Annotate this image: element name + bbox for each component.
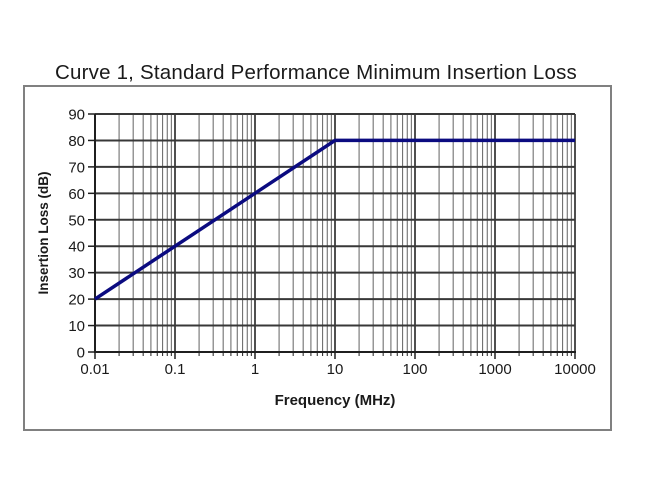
plot-layers: 0.01 0.1 1 10 100 1000 10000 0 10 20 30 40 50 60 70 80 9… [68, 107, 596, 379]
y-tick-label: 70 [68, 159, 85, 176]
x-axis-title: Frequency (MHz) [275, 392, 396, 409]
x-tick-label: 0.1 [165, 361, 186, 378]
x-tick-label: 100 [402, 361, 427, 378]
x-tick-label: 10 [327, 361, 344, 378]
y-tick-label: 40 [68, 239, 85, 256]
y-tick-label: 80 [68, 133, 85, 150]
x-tick-label: 1 [251, 361, 259, 378]
insertion-loss-curve [94, 138, 575, 301]
x-tick-label: 10000 [554, 361, 596, 378]
y-tick-label: 60 [68, 186, 85, 203]
y-tick-label: 0 [77, 345, 85, 362]
y-tick-label: 90 [68, 107, 85, 124]
y-axis-title: Insertion Loss (dB) [36, 171, 51, 294]
y-tick-label: 30 [68, 265, 85, 282]
chart-title: Curve 1, Standard Performance Minimum In… [55, 61, 577, 84]
y-tick-label: 50 [68, 212, 85, 229]
y-tick-label: 10 [68, 318, 85, 335]
x-tick-label: 1000 [478, 361, 511, 378]
x-tick-label: 0.01 [80, 361, 109, 378]
y-tick-label: 20 [68, 292, 85, 309]
